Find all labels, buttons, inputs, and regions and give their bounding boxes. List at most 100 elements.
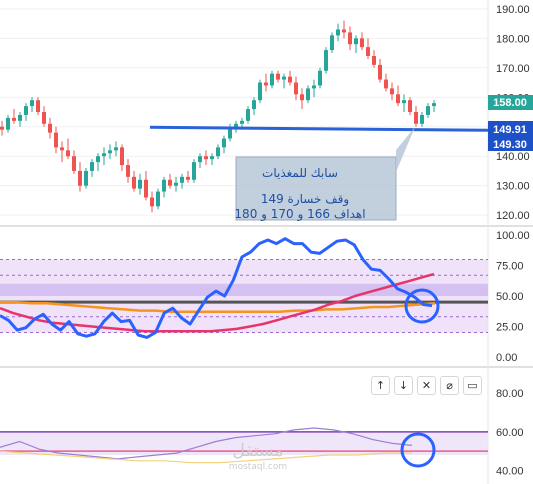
- candle-body: [90, 162, 94, 171]
- candle-body: [216, 147, 220, 157]
- rsi-tick-label: 25.00: [496, 321, 524, 333]
- candle-body: [294, 82, 298, 95]
- rsi-series-line: [0, 300, 436, 314]
- support-line[interactable]: [149, 125, 489, 132]
- candle-body: [12, 117, 16, 121]
- candle-body: [174, 182, 178, 186]
- last-price-tag: 158.00: [488, 95, 533, 110]
- candle-body: [330, 35, 334, 51]
- candle-body: [426, 106, 430, 115]
- candle-body: [324, 50, 328, 71]
- annotation-title: سابك للمغذيات: [262, 166, 338, 180]
- candle-body: [156, 191, 160, 207]
- svg-text:149.91: 149.91: [493, 124, 527, 136]
- candle-body: [342, 29, 346, 33]
- candle-body: [120, 147, 124, 166]
- candle-body: [162, 179, 166, 192]
- candle-body: [264, 82, 268, 86]
- candle-body: [300, 94, 304, 101]
- candle-body: [180, 176, 184, 183]
- callout-pointer: [396, 127, 415, 172]
- close-pane-button[interactable]: ✕: [417, 376, 436, 395]
- watermark: مستقل mostaql.com: [229, 441, 287, 472]
- candle-body: [192, 162, 196, 180]
- candle-body: [366, 47, 370, 56]
- support-price-tag: 149.91 149.30: [488, 121, 533, 151]
- rsi-series-line: [0, 237, 433, 339]
- lower-series-line: [0, 427, 413, 460]
- candle-body: [306, 88, 310, 101]
- candle-body: [186, 176, 190, 180]
- rsi-inner-band: [0, 283, 488, 296]
- price-tick-label: 140.00: [496, 151, 530, 163]
- candle-body: [6, 117, 10, 130]
- lower-tick-label: 60.00: [496, 427, 524, 439]
- candle-body: [96, 156, 100, 163]
- candle-body: [420, 114, 424, 124]
- lower-series-line: [0, 450, 412, 464]
- rsi-tick-label: 75.00: [496, 261, 524, 273]
- candle-body: [396, 94, 400, 104]
- candle-body: [270, 73, 274, 86]
- move-pane-up-button[interactable]: ↑: [371, 376, 390, 395]
- price-tick-label: 170.00: [496, 63, 530, 75]
- candle-body: [228, 126, 232, 139]
- rsi-circle-marker: [404, 288, 440, 324]
- candle-body: [18, 114, 22, 121]
- candle-body: [126, 165, 130, 177]
- candle-body: [108, 150, 112, 154]
- candle-body: [360, 38, 364, 48]
- candle-body: [132, 176, 136, 189]
- candle-body: [210, 156, 214, 160]
- candle-body: [36, 100, 40, 112]
- candle-body: [78, 170, 82, 186]
- hide-pane-button[interactable]: ⌀: [440, 376, 459, 395]
- watermark-text-ar: مستقل: [233, 441, 284, 461]
- candle-body: [84, 170, 88, 186]
- candle-body: [276, 73, 280, 80]
- lower-tick-label: 40.00: [496, 465, 524, 477]
- candle-body: [114, 147, 118, 151]
- move-pane-down-button[interactable]: ↓: [394, 376, 413, 395]
- candle-body: [144, 179, 148, 198]
- price-tick-label: 190.00: [496, 4, 530, 16]
- candle-body: [204, 156, 208, 160]
- candle-body: [282, 76, 286, 80]
- candle-body: [150, 197, 154, 207]
- candle-body: [414, 112, 418, 124]
- candle-body: [42, 112, 46, 124]
- svg-text:149.30: 149.30: [493, 139, 527, 151]
- candle-body: [432, 103, 436, 107]
- svg-text:158.00: 158.00: [493, 97, 527, 109]
- candle-body: [372, 56, 376, 65]
- candle-body: [0, 126, 4, 130]
- candle-body: [240, 120, 244, 124]
- lower-axis: 80.00 60.00 40.00: [496, 388, 524, 477]
- candle-body: [30, 100, 34, 107]
- lower-circle-marker: [400, 432, 436, 468]
- price-tick-label: 180.00: [496, 33, 530, 45]
- price-tick-label: 120.00: [496, 210, 530, 222]
- rsi-lines: [0, 237, 436, 339]
- candle-body: [354, 38, 358, 45]
- pane-toolbar: ↑ ↓ ✕ ⌀ ▭: [371, 376, 482, 395]
- candle-body: [222, 138, 226, 148]
- candle-body: [168, 179, 172, 186]
- candle-body: [102, 153, 106, 157]
- annotation-stop-loss: وقف خسارة 149: [261, 192, 349, 207]
- candle-body: [60, 147, 64, 151]
- candle-body: [252, 100, 256, 110]
- maximize-pane-button[interactable]: ▭: [463, 376, 482, 395]
- candle-body: [258, 82, 262, 101]
- rsi-tick-label: 100.00: [496, 230, 530, 242]
- candle-body: [54, 132, 58, 148]
- price-tick-label: 130.00: [496, 181, 530, 193]
- watermark-text-en: mostaql.com: [229, 462, 287, 472]
- candle-body: [402, 100, 406, 104]
- annotation-callout: سابك للمغذيات وقف خسارة 149 اهداف 166 و …: [234, 127, 415, 222]
- candle-body: [288, 76, 292, 83]
- candle-body: [318, 70, 322, 86]
- lower-tick-label: 80.00: [496, 388, 524, 400]
- candle-body: [348, 32, 352, 45]
